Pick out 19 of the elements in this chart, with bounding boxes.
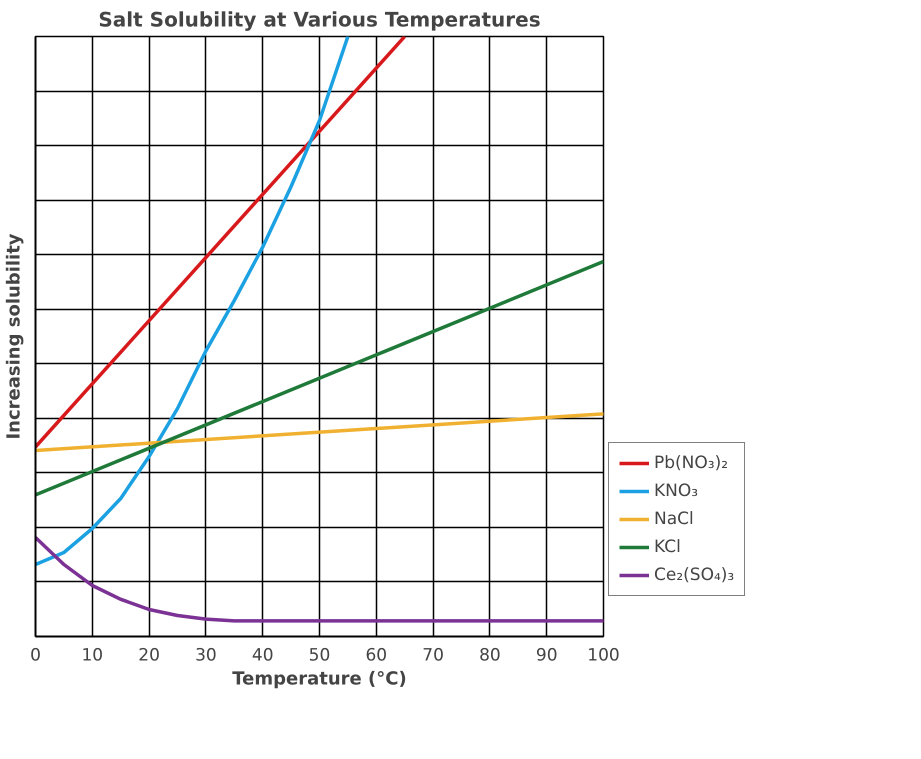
legend-label: NaCl — [654, 509, 694, 529]
x-tick-label: 90 — [536, 646, 558, 666]
x-tick-label: 70 — [422, 646, 444, 666]
x-axis-title: Temperature (°C) — [232, 668, 407, 690]
x-tick-label: 30 — [195, 646, 217, 666]
x-tick-label: 20 — [138, 646, 160, 666]
x-tick-label: 50 — [308, 646, 330, 666]
x-tick-label: 80 — [479, 646, 501, 666]
legend-label: KNO₃ — [654, 481, 698, 501]
chart-title: Salt Solubility at Various Temperatures — [98, 8, 541, 32]
legend-label: Pb(NO₃)₂ — [654, 453, 728, 473]
legend-label: KCl — [654, 537, 681, 557]
legend-label: Ce₂(SO₄)₃ — [654, 565, 734, 585]
x-tick-label: 40 — [252, 646, 274, 666]
x-tick-label: 10 — [81, 646, 104, 666]
x-tick-label: 60 — [365, 646, 388, 666]
x-tick-label: 100 — [587, 646, 620, 666]
y-axis-title: Increasing solubility — [4, 233, 24, 440]
x-tick-label: 0 — [30, 646, 41, 666]
